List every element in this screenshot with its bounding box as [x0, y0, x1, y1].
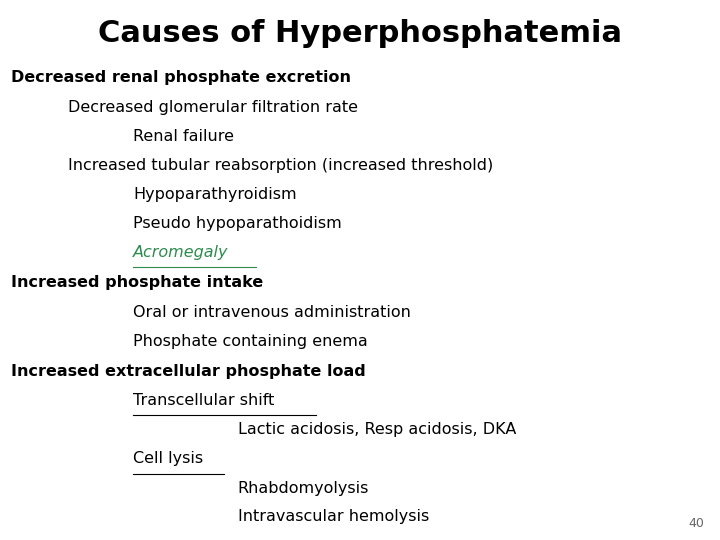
Text: Acromegaly: Acromegaly — [133, 245, 229, 260]
Text: Transcellular shift: Transcellular shift — [133, 393, 274, 408]
Text: Causes of Hyperphosphatemia: Causes of Hyperphosphatemia — [98, 19, 622, 48]
Text: Renal failure: Renal failure — [133, 129, 234, 144]
Text: 40: 40 — [688, 517, 704, 530]
Text: Hypoparathyroidism: Hypoparathyroidism — [133, 187, 297, 202]
Text: Lactic acidosis, Resp acidosis, DKA: Lactic acidosis, Resp acidosis, DKA — [238, 422, 516, 437]
Text: Cell lysis: Cell lysis — [133, 451, 203, 467]
Text: Increased phosphate intake: Increased phosphate intake — [11, 275, 263, 291]
Text: Rhabdomyolysis: Rhabdomyolysis — [238, 481, 369, 496]
Text: Pseudo hypoparathoidism: Pseudo hypoparathoidism — [133, 216, 342, 231]
Text: Oral or intravenous administration: Oral or intravenous administration — [133, 305, 411, 320]
Text: Decreased glomerular filtration rate: Decreased glomerular filtration rate — [68, 100, 359, 115]
Text: Phosphate containing enema: Phosphate containing enema — [133, 334, 368, 349]
Text: Increased tubular reabsorption (increased threshold): Increased tubular reabsorption (increase… — [68, 158, 494, 173]
Text: Decreased renal phosphate excretion: Decreased renal phosphate excretion — [11, 70, 351, 85]
Text: Intravascular hemolysis: Intravascular hemolysis — [238, 509, 429, 524]
Text: Increased extracellular phosphate load: Increased extracellular phosphate load — [11, 364, 366, 379]
